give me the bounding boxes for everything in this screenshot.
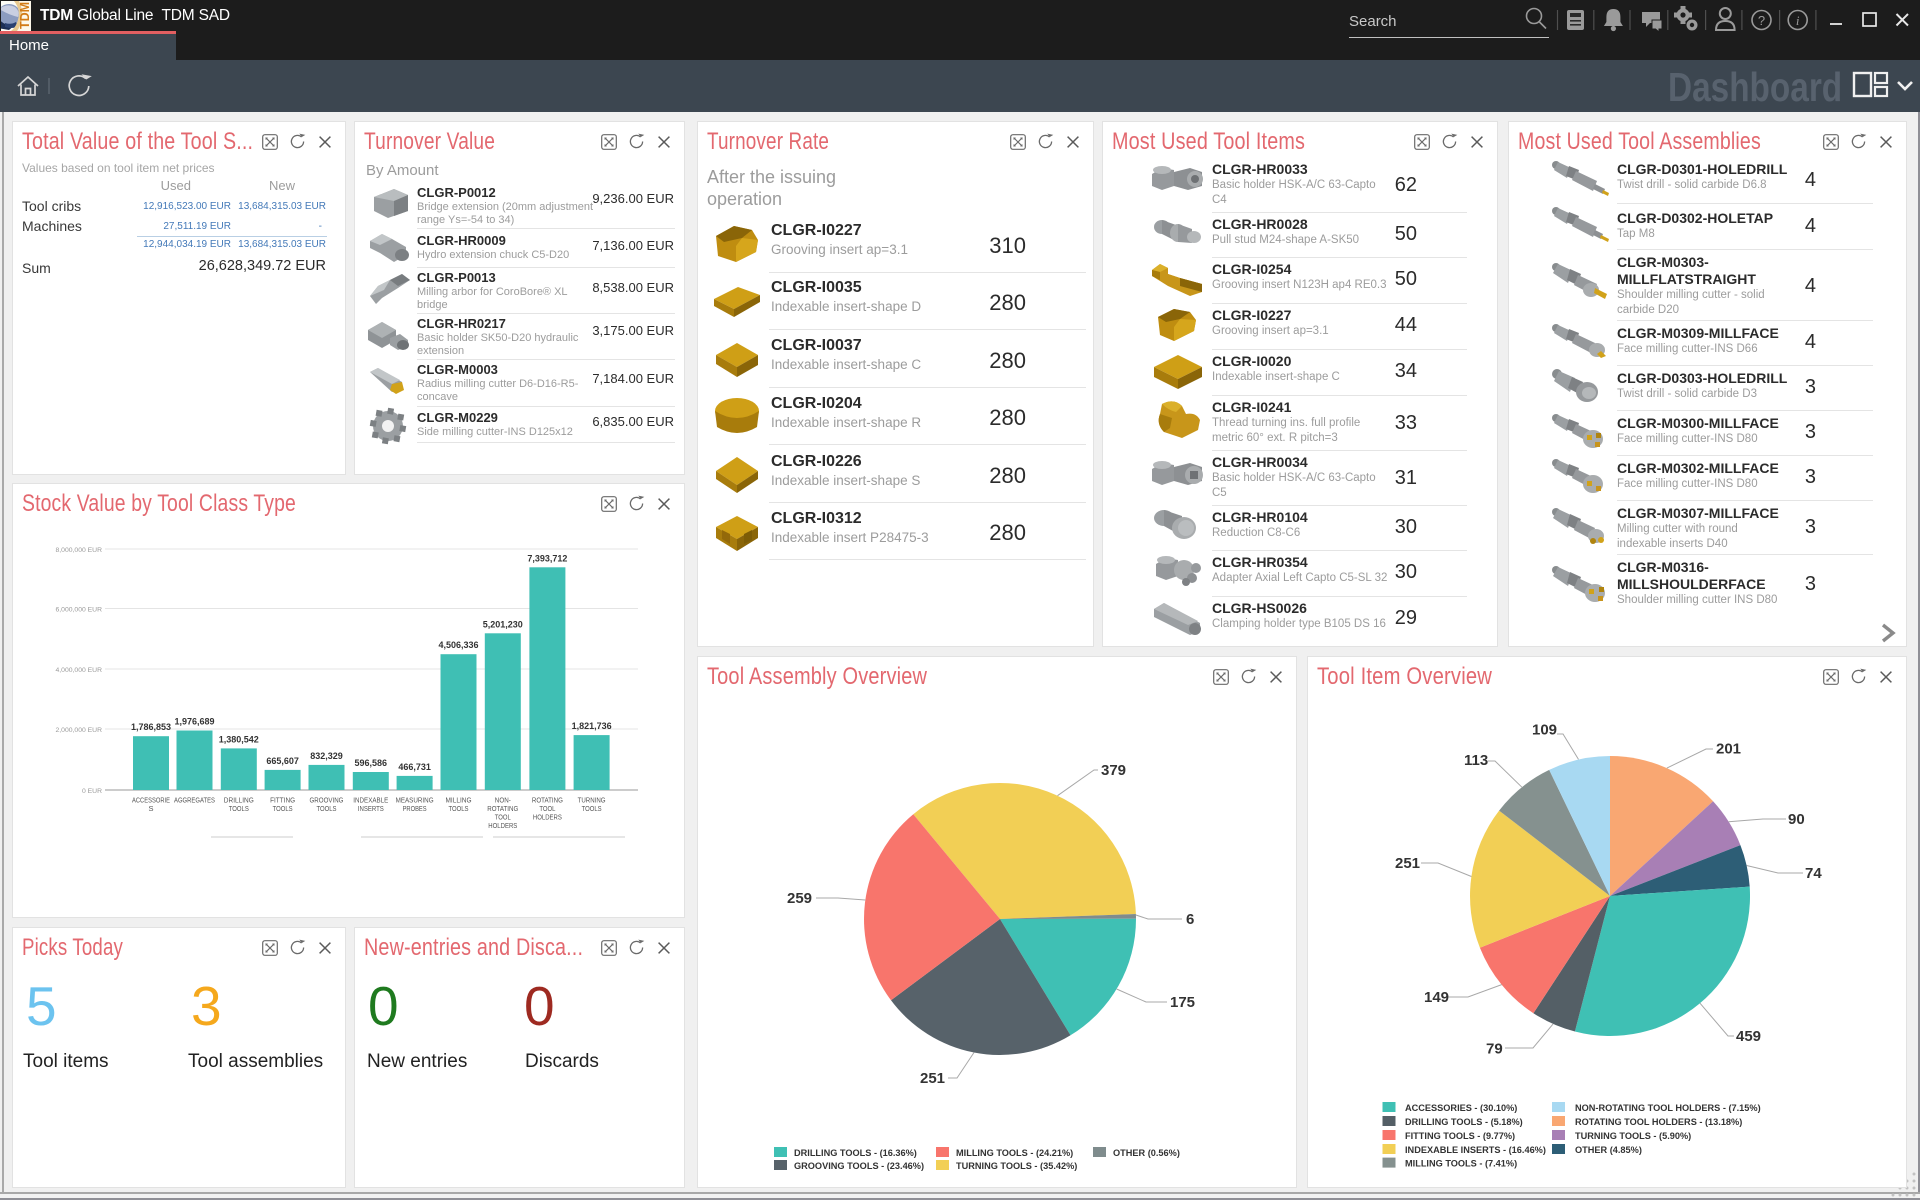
svg-text:TOOLS: TOOLS <box>582 806 602 813</box>
svg-text:379: 379 <box>1101 762 1126 779</box>
svg-text:INDEXABLE INSERTS - (16.46%): INDEXABLE INSERTS - (16.46%) <box>1405 1145 1546 1155</box>
svg-text:5,201,230: 5,201,230 <box>483 619 523 629</box>
svg-text:8,000,000 EUR: 8,000,000 EUR <box>56 547 103 554</box>
svg-text:FITTING: FITTING <box>270 798 295 805</box>
svg-text:4,506,336: 4,506,336 <box>438 640 478 650</box>
svg-text:2,000,000 EUR: 2,000,000 EUR <box>56 727 103 734</box>
svg-text:90: 90 <box>1788 811 1805 828</box>
svg-text:1,786,853: 1,786,853 <box>131 722 171 732</box>
svg-text:NON-ROTATING TOOL HOLDERS - (7: NON-ROTATING TOOL HOLDERS - (7.15%) <box>1575 1103 1761 1113</box>
svg-text:TOOL: TOOL <box>495 815 511 822</box>
svg-text:ACCESSORIE: ACCESSORIE <box>132 798 170 805</box>
svg-text:251: 251 <box>1395 855 1420 872</box>
svg-text:79: 79 <box>1486 1041 1503 1058</box>
svg-text:OTHER (4.85%): OTHER (4.85%) <box>1575 1145 1642 1155</box>
svg-text:1,976,689: 1,976,689 <box>174 717 214 727</box>
svg-text:DRILLING TOOLS - (16.36%): DRILLING TOOLS - (16.36%) <box>794 1148 917 1158</box>
svg-text:MEASURING: MEASURING <box>396 798 434 805</box>
svg-text:TURNING: TURNING <box>578 798 606 805</box>
svg-text:INDEXABLE: INDEXABLE <box>353 798 388 805</box>
svg-text:665,607: 665,607 <box>266 756 299 766</box>
svg-text:GROOVING: GROOVING <box>310 798 344 805</box>
svg-text:DRILLING: DRILLING <box>224 798 254 805</box>
svg-text:ROTATING TOOL HOLDERS - (13.18: ROTATING TOOL HOLDERS - (13.18%) <box>1575 1117 1742 1127</box>
svg-text:1,821,736: 1,821,736 <box>572 721 612 731</box>
svg-text:INSERTS: INSERTS <box>358 806 384 813</box>
svg-text:201: 201 <box>1716 741 1741 758</box>
svg-text:HOLDERS: HOLDERS <box>488 823 517 830</box>
svg-text:MILLING TOOLS - (7.41%): MILLING TOOLS - (7.41%) <box>1405 1159 1517 1169</box>
svg-text:109: 109 <box>1532 722 1557 739</box>
svg-text:TURNING TOOLS - (5.90%): TURNING TOOLS - (5.90%) <box>1575 1131 1691 1141</box>
svg-text:TOOL: TOOL <box>539 806 555 813</box>
svg-text:ACCESSORIES - (30.10%): ACCESSORIES - (30.10%) <box>1405 1103 1517 1113</box>
svg-text:113: 113 <box>1464 752 1488 769</box>
svg-text:DRILLING TOOLS - (5.18%): DRILLING TOOLS - (5.18%) <box>1405 1117 1523 1127</box>
svg-text:1,380,542: 1,380,542 <box>219 734 259 744</box>
svg-text:466,731: 466,731 <box>398 762 431 772</box>
svg-text:596,586: 596,586 <box>355 758 388 768</box>
svg-text:6,000,000 EUR: 6,000,000 EUR <box>56 607 103 614</box>
svg-text:4,000,000 EUR: 4,000,000 EUR <box>56 667 103 674</box>
svg-text:NON-: NON- <box>495 798 512 805</box>
svg-text:7,393,712: 7,393,712 <box>527 553 567 563</box>
svg-text:832,329: 832,329 <box>310 751 343 761</box>
svg-text:TOOLS: TOOLS <box>449 806 469 813</box>
svg-text:TOOLS: TOOLS <box>273 806 293 813</box>
svg-text:149: 149 <box>1424 989 1449 1006</box>
svg-text:HOLDERS: HOLDERS <box>533 815 562 822</box>
svg-text:TOOLS: TOOLS <box>229 806 249 813</box>
svg-text:ROTATING: ROTATING <box>532 798 563 805</box>
svg-text:TURNING TOOLS - (35.42%): TURNING TOOLS - (35.42%) <box>956 1161 1077 1171</box>
svg-text:TDM: TDM <box>18 2 31 29</box>
svg-text:251: 251 <box>920 1070 945 1087</box>
svg-text:175: 175 <box>1170 994 1195 1011</box>
svg-text:FITTING TOOLS - (9.77%): FITTING TOOLS - (9.77%) <box>1405 1131 1515 1141</box>
svg-text:MILLING: MILLING <box>446 798 472 805</box>
svg-text:AGGREGATES: AGGREGATES <box>174 798 215 805</box>
svg-text:?: ? <box>1758 13 1765 28</box>
svg-text:S: S <box>149 806 154 813</box>
svg-text:0 EUR: 0 EUR <box>82 788 102 795</box>
svg-text:MILLING TOOLS - (24.21%): MILLING TOOLS - (24.21%) <box>956 1148 1073 1158</box>
svg-text:TOOLS: TOOLS <box>317 806 337 813</box>
svg-text:PROBES: PROBES <box>403 806 427 813</box>
svg-text:74: 74 <box>1805 865 1822 882</box>
svg-text:GROOVING TOOLS - (23.46%): GROOVING TOOLS - (23.46%) <box>794 1161 924 1171</box>
svg-text:ROTATING: ROTATING <box>487 806 518 813</box>
svg-text:i: i <box>1796 13 1800 28</box>
svg-text:6: 6 <box>1186 911 1194 928</box>
svg-text:OTHER (0.56%): OTHER (0.56%) <box>1113 1148 1180 1158</box>
svg-text:259: 259 <box>787 890 812 907</box>
svg-text:459: 459 <box>1736 1028 1761 1045</box>
